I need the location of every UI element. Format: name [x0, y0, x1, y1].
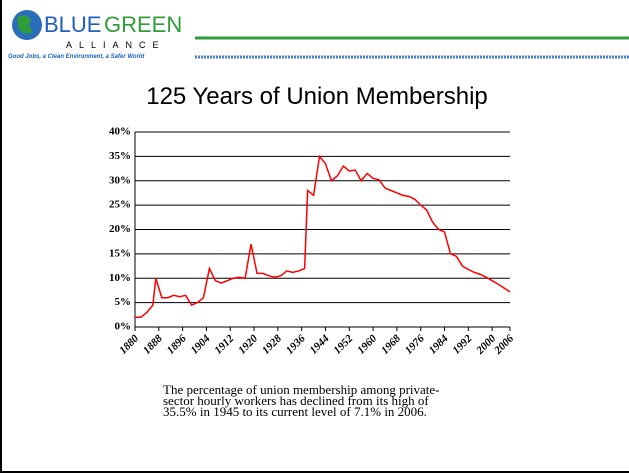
caption-line: 35.5% in 1945 to its current level of 7.…: [163, 404, 427, 419]
logo-blue: BLUE: [44, 12, 101, 37]
y-tick-label: 0%: [115, 321, 132, 333]
y-tick-label: 20%: [109, 223, 131, 235]
y-tick-label: 10%: [109, 272, 131, 284]
y-tick-label: 25%: [109, 199, 131, 211]
y-tick-label: 5%: [115, 296, 132, 308]
logo-tagline: Good Jobs, a Clean Environment, a Safer …: [8, 54, 145, 60]
caption-line: The percentage of union membership among…: [163, 382, 440, 397]
y-tick-label: 15%: [109, 247, 131, 259]
logo-alliance: ALLIANCE: [66, 40, 166, 50]
caption-line: sector hourly workers has declined from …: [163, 393, 429, 408]
y-tick-label: 40%: [109, 126, 131, 138]
y-tick-label: 35%: [109, 150, 131, 162]
y-tick-label: 30%: [109, 174, 131, 186]
logo-green: GREEN: [104, 12, 182, 37]
chart-title: 125 Years of Union Membership: [146, 83, 488, 110]
logo-land: [17, 15, 33, 34]
data-line: [135, 154, 511, 318]
